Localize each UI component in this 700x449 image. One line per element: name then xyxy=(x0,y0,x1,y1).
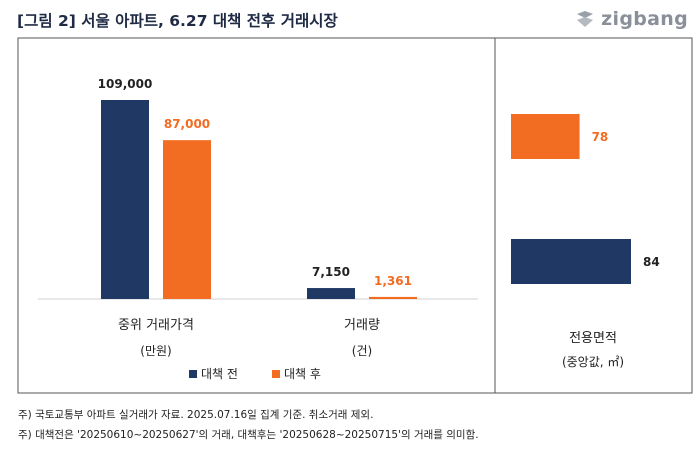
bar-before-1 xyxy=(307,288,355,299)
hbar-before xyxy=(511,239,631,284)
category-label-area: 전용면적 xyxy=(569,331,617,346)
data-label-before-1: 7,150 xyxy=(312,265,350,279)
category-label-price: 중위 거래가격 xyxy=(118,318,194,333)
hbar-label-after: 78 xyxy=(592,130,609,144)
footnote-source: 주) 국토교통부 아파트 실거래가 자료. 2025.07.16일 집계 기준.… xyxy=(18,409,374,421)
category-unit-volume: (건) xyxy=(352,344,372,358)
figure-title: [그림 2] 서울 아파트, 6.27 대책 전후 거래시장 xyxy=(17,12,338,30)
data-label-after-1: 1,361 xyxy=(374,274,412,288)
category-unit-area: (중앙값, ㎡) xyxy=(562,355,624,369)
hbar-after xyxy=(511,114,580,159)
data-label-before-0: 109,000 xyxy=(98,77,153,91)
logo-text: zigbang xyxy=(601,8,688,30)
right-chart-bars: 78 84 xyxy=(511,114,660,284)
category-unit-price: (만원) xyxy=(140,344,171,358)
bar-after-0 xyxy=(163,140,211,299)
zigbang-logo: zigbang xyxy=(574,8,688,30)
legend-swatch-before xyxy=(189,370,197,378)
bar-before-0 xyxy=(101,100,149,299)
legend-label-after: 대책 후 xyxy=(284,366,321,381)
footnote-period: 주) 대책전은 '20250610~20250627'의 거래, 대책후는 '2… xyxy=(18,429,479,441)
left-chart-bars: 109,000 87,000 7,150 1,361 xyxy=(98,77,417,299)
legend-swatch-after xyxy=(272,370,280,378)
category-label-volume: 거래량 xyxy=(344,318,380,333)
zigbang-logo-icon xyxy=(577,11,594,27)
legend-label-before: 대책 전 xyxy=(201,366,238,381)
right-panel-frame xyxy=(494,37,693,394)
data-label-after-0: 87,000 xyxy=(164,117,210,131)
left-panel-frame xyxy=(17,37,496,394)
bar-after-1 xyxy=(369,296,417,299)
hbar-label-before: 84 xyxy=(643,255,660,269)
